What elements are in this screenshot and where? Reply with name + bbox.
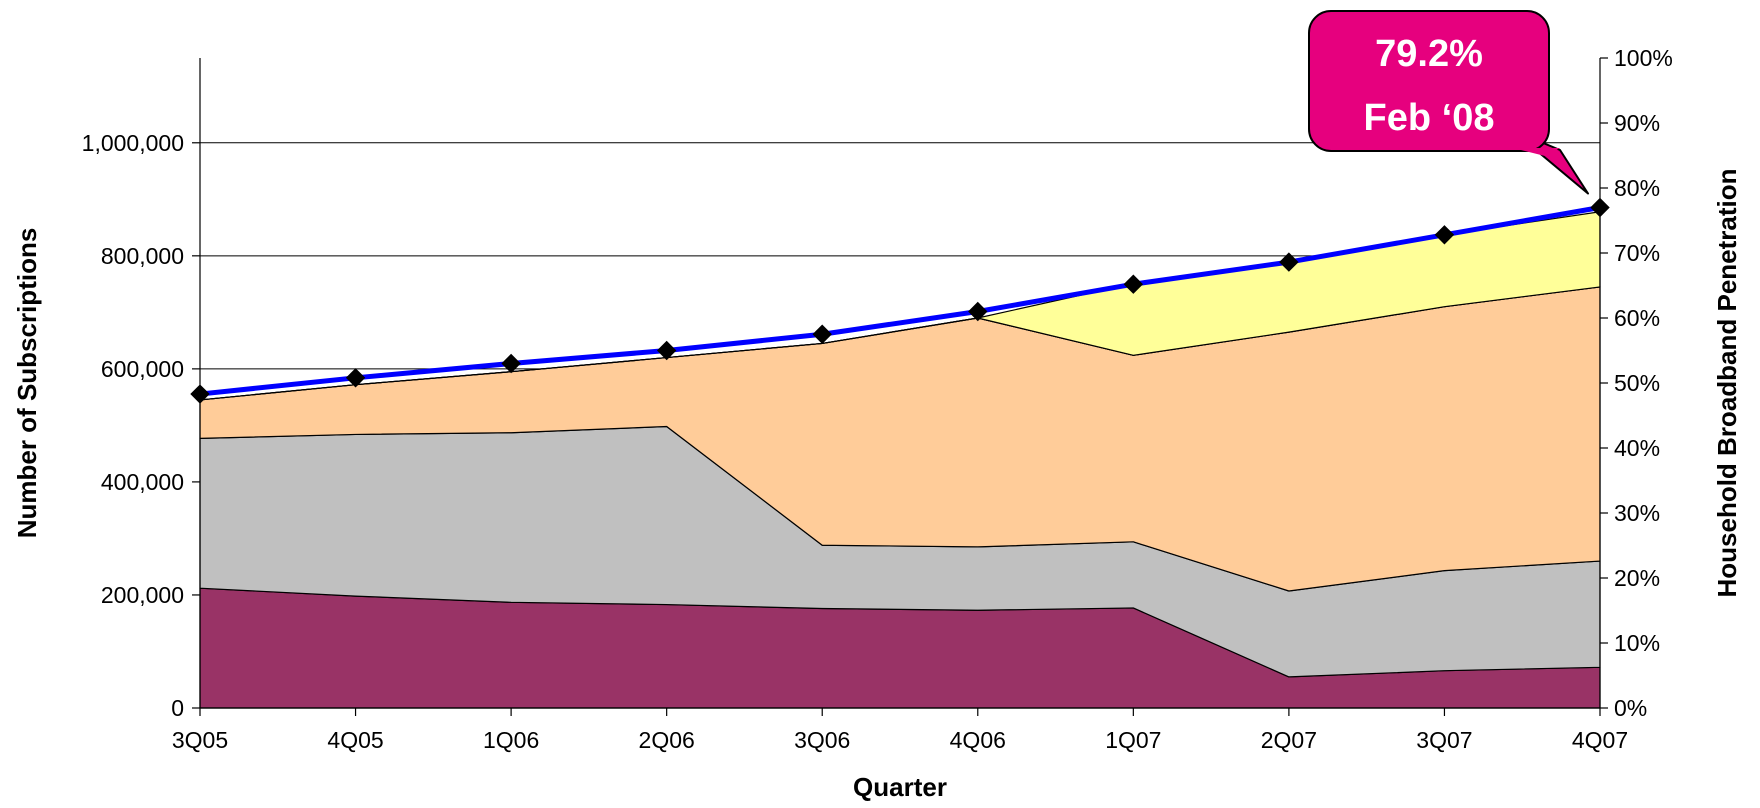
right-tick-label: 30% xyxy=(1614,500,1660,526)
callout-date: Feb ‘08 xyxy=(1364,97,1495,139)
x-tick-label: 4Q06 xyxy=(950,727,1006,753)
penetration-marker xyxy=(345,368,366,388)
x-tick-label: 3Q05 xyxy=(172,727,228,753)
left-tick-label: 800,000 xyxy=(101,243,184,269)
right-tick-label: 20% xyxy=(1614,565,1660,591)
right-tick-label: 70% xyxy=(1614,240,1660,266)
penetration-marker xyxy=(656,340,677,361)
x-tick-label: 1Q07 xyxy=(1105,727,1161,753)
callout-value: 79.2% xyxy=(1375,33,1483,75)
penetration-marker xyxy=(1279,252,1299,272)
penetration-marker xyxy=(501,353,521,374)
x-tick-label: 1Q06 xyxy=(483,727,539,753)
penetration-marker xyxy=(190,384,210,404)
right-tick-label: 100% xyxy=(1614,45,1673,71)
penetration-marker xyxy=(1434,225,1455,245)
left-tick-label: 200,000 xyxy=(101,582,184,608)
left-tick-label: 600,000 xyxy=(101,356,184,382)
left-tick-label: 1,000,000 xyxy=(82,130,184,156)
left-tick-label: 400,000 xyxy=(101,469,184,495)
y-axis-title: Number of Subscriptions xyxy=(12,228,42,539)
right-tick-label: 60% xyxy=(1614,305,1660,331)
right-tick-label: 50% xyxy=(1614,370,1660,396)
right-tick-label: 40% xyxy=(1614,435,1660,461)
callout-box xyxy=(1308,10,1550,152)
x-tick-label: 2Q07 xyxy=(1261,727,1317,753)
x-tick-label: 2Q06 xyxy=(639,727,695,753)
x-tick-label: 4Q07 xyxy=(1572,727,1628,753)
x-axis-title: Quarter xyxy=(853,772,947,802)
right-tick-label: 80% xyxy=(1614,175,1660,201)
left-tick-label: 0 xyxy=(171,695,184,721)
callout-seam xyxy=(1513,148,1560,156)
penetration-marker xyxy=(968,301,988,322)
y2-axis-title: Household Broadband Penetration xyxy=(1712,168,1742,597)
penetration-line xyxy=(199,205,1601,397)
x-tick-label: 3Q06 xyxy=(794,727,850,753)
x-tick-label: 3Q07 xyxy=(1416,727,1472,753)
penetration-marker xyxy=(812,324,832,344)
right-tick-label: 90% xyxy=(1614,110,1660,136)
right-tick-label: 0% xyxy=(1614,695,1647,721)
right-tick-label: 10% xyxy=(1614,630,1660,656)
penetration-marker xyxy=(1590,197,1610,218)
penetration-marker xyxy=(1123,274,1144,294)
x-tick-label: 4Q05 xyxy=(327,727,383,753)
